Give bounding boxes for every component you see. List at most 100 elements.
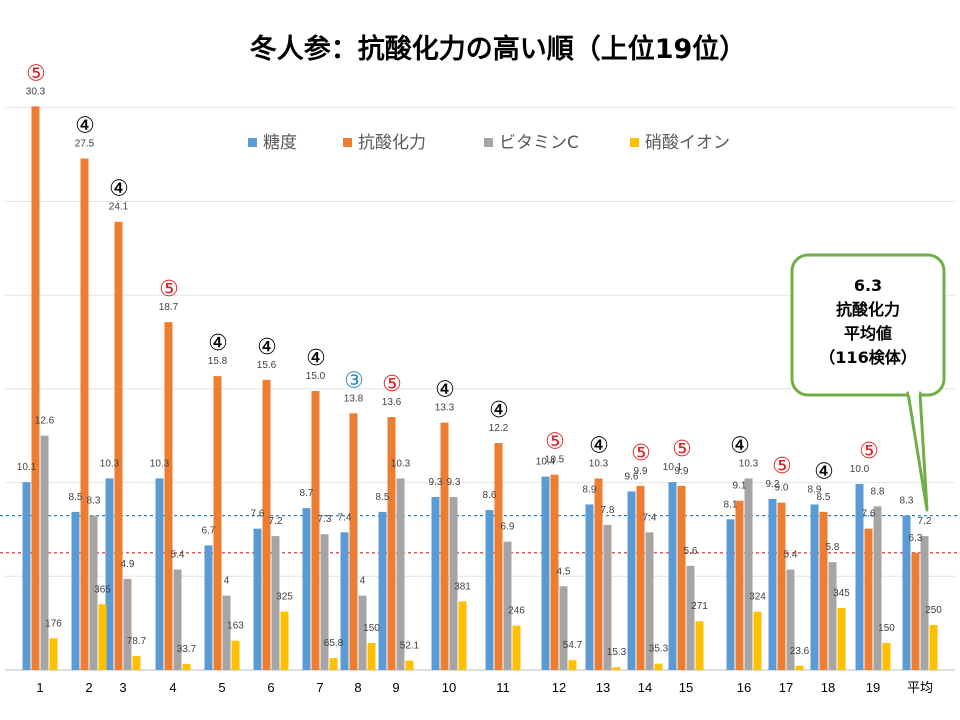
rank-marker: ⑤ xyxy=(631,441,651,466)
bar xyxy=(80,158,89,670)
x-tick-label: 5 xyxy=(218,680,225,695)
data-label: 8.3 xyxy=(87,496,101,507)
bar xyxy=(458,601,467,670)
data-label: 324 xyxy=(749,592,766,603)
data-label: 13.8 xyxy=(344,393,364,404)
bar xyxy=(378,511,387,670)
x-tick-label: 15 xyxy=(679,680,693,695)
bar xyxy=(795,665,804,670)
bar xyxy=(320,534,329,670)
bar xyxy=(777,502,786,670)
x-tick-label: 12 xyxy=(552,680,566,695)
rank-marker: ④ xyxy=(814,459,834,484)
value-labels: 10.1 8.5 10.3 10.3 6.7 7.6 8.7 7.4 8.5 9.3 8.6 10.4… xyxy=(17,86,943,658)
bar xyxy=(603,524,612,670)
callout-line: 6.3 xyxy=(854,276,882,295)
legend-label: 抗酸化力 xyxy=(358,133,426,153)
bar xyxy=(105,478,114,670)
bar xyxy=(677,485,686,670)
rank-marker: ④ xyxy=(306,346,326,371)
bar xyxy=(89,515,98,670)
bar xyxy=(744,478,753,670)
data-label: 9.0 xyxy=(775,483,789,494)
data-label: 5.4 xyxy=(171,550,185,561)
data-label: 9.3 xyxy=(429,477,443,488)
reference-lines xyxy=(0,515,960,554)
data-label: 7.2 xyxy=(269,516,283,527)
data-label: 8.1 xyxy=(724,499,738,510)
data-label: 7.8 xyxy=(601,505,615,516)
bar xyxy=(449,497,458,670)
data-label: 6.7 xyxy=(202,525,216,536)
rank-marker: ④ xyxy=(257,335,277,360)
x-tick-label: 18 xyxy=(821,680,835,695)
bar xyxy=(387,417,396,670)
data-label: 33.7 xyxy=(177,644,197,655)
rank-marker: ④ xyxy=(589,433,609,458)
legend-swatch xyxy=(343,138,352,147)
bar xyxy=(627,491,636,670)
bar xyxy=(302,508,311,670)
x-tick-label: 14 xyxy=(638,680,652,695)
data-label: 8.5 xyxy=(69,492,83,503)
x-tick-label: 1 xyxy=(36,680,43,695)
bar xyxy=(873,506,882,670)
legend-swatch xyxy=(248,138,257,147)
data-label: 8.8 xyxy=(871,486,885,497)
data-label: 5.8 xyxy=(826,542,840,553)
data-label: 176 xyxy=(45,618,62,629)
bar xyxy=(585,504,594,670)
rank-marker: ④ xyxy=(435,378,455,403)
data-label: 10.1 xyxy=(663,462,683,473)
data-label: 9.9 xyxy=(634,466,648,477)
x-tick-label: 8 xyxy=(354,680,361,695)
data-label: 6.3 xyxy=(909,533,923,544)
rank-marker: ④ xyxy=(208,331,228,356)
data-label: 381 xyxy=(454,581,471,592)
bar xyxy=(819,511,828,670)
data-label: 8.7 xyxy=(300,488,314,499)
rank-marker: ③ xyxy=(344,368,364,393)
bar xyxy=(726,519,735,670)
data-label: 27.5 xyxy=(75,139,95,150)
data-label: 24.1 xyxy=(109,202,129,213)
data-label: 9.9 xyxy=(675,466,689,477)
bar xyxy=(349,413,358,670)
data-label: 6.9 xyxy=(501,522,515,533)
bar xyxy=(431,497,440,670)
bar xyxy=(902,515,911,670)
data-label: 15.6 xyxy=(257,360,277,371)
bar xyxy=(173,569,182,670)
rank-marker: ④ xyxy=(730,433,750,458)
bar xyxy=(864,528,873,670)
data-label: 15.0 xyxy=(306,371,326,382)
bar xyxy=(71,511,80,670)
data-label: 7.6 xyxy=(862,509,876,520)
data-label: 10.1 xyxy=(17,462,37,473)
rank-marker: ⑤ xyxy=(545,430,565,455)
bar xyxy=(636,485,645,670)
bar xyxy=(929,625,938,670)
data-label: 8.5 xyxy=(376,492,390,503)
data-label: 365 xyxy=(94,584,111,595)
bar xyxy=(668,482,677,670)
data-label: 65.8 xyxy=(324,638,344,649)
data-label: 9.6 xyxy=(625,471,639,482)
chart-title: 冬人参：抗酸化力の高い順（上位19位） xyxy=(250,33,747,65)
data-label: 8.6 xyxy=(483,490,497,501)
data-label: 9.2 xyxy=(766,479,780,490)
legend-label: 糖度 xyxy=(263,133,297,153)
x-tick-label: 17 xyxy=(779,680,793,695)
bar xyxy=(753,611,762,670)
bar xyxy=(49,638,58,670)
bar xyxy=(262,379,271,670)
bar xyxy=(271,536,280,670)
x-tick-label: 3 xyxy=(119,680,126,695)
bar xyxy=(440,422,449,670)
bar xyxy=(123,578,132,670)
bar xyxy=(132,655,141,670)
data-label: 13.3 xyxy=(435,403,455,414)
data-label: 325 xyxy=(276,592,293,603)
bar xyxy=(686,565,695,670)
data-label: 250 xyxy=(925,605,942,616)
